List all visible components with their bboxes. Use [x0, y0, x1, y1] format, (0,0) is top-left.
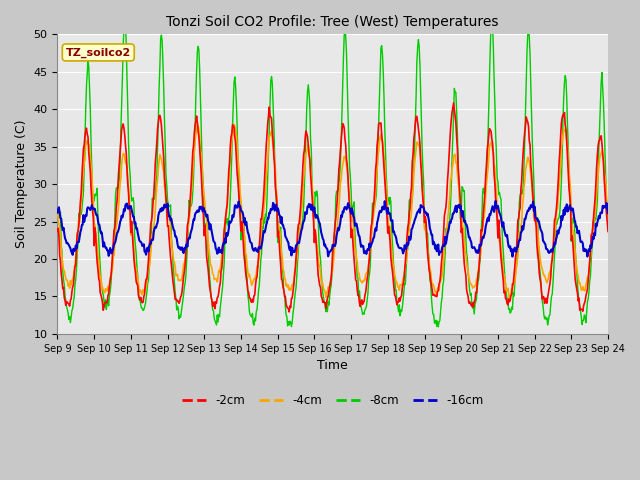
Title: Tonzi Soil CO2 Profile: Tree (West) Temperatures: Tonzi Soil CO2 Profile: Tree (West) Temp…: [166, 15, 499, 29]
Text: TZ_soilco2: TZ_soilco2: [66, 48, 131, 58]
Y-axis label: Soil Temperature (C): Soil Temperature (C): [15, 120, 28, 248]
X-axis label: Time: Time: [317, 359, 348, 372]
Legend: -2cm, -4cm, -8cm, -16cm: -2cm, -4cm, -8cm, -16cm: [177, 389, 488, 412]
